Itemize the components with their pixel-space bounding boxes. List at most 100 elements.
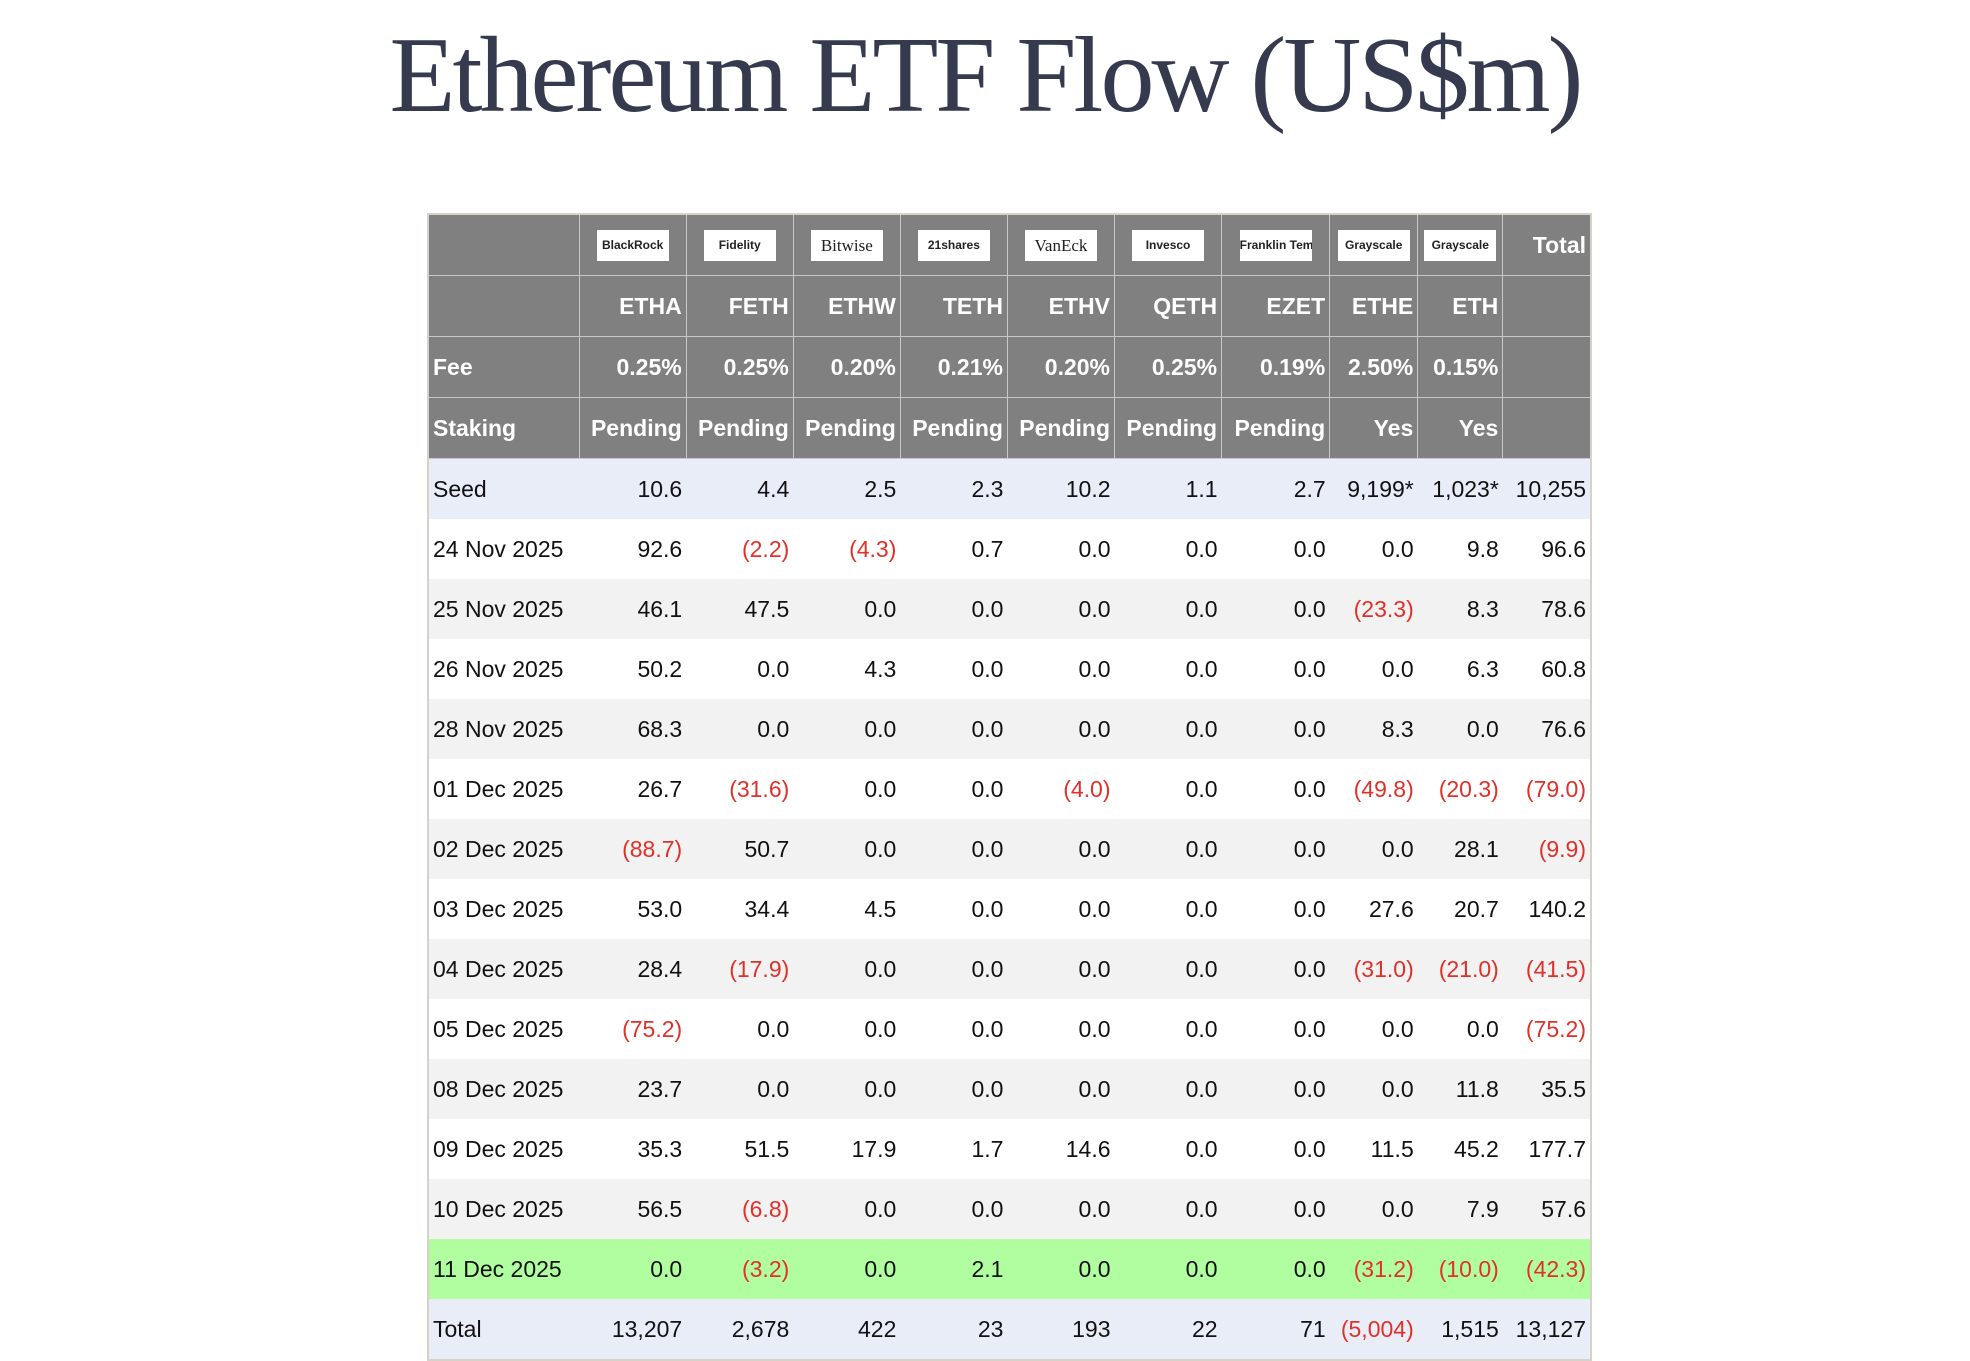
flow-cell: (75.2) <box>579 999 687 1059</box>
flow-cell: 0.0 <box>1007 579 1115 639</box>
row-label: 08 Dec 2025 <box>428 1059 580 1119</box>
flow-cell: (2.2) <box>686 519 794 579</box>
flow-cell: 0.0 <box>1007 1059 1115 1119</box>
issuer-logo-cell: VanEck <box>1006 213 1116 276</box>
row-label <box>427 275 580 337</box>
issuer-logo: Fidelity <box>703 229 776 261</box>
flow-cell: 0.0 <box>1221 1059 1330 1119</box>
flow-cell: 0.0 <box>1114 819 1222 879</box>
flow-cell: 0.0 <box>1007 699 1115 759</box>
flow-cell: 0.0 <box>1007 1239 1115 1299</box>
flow-cell: 71 <box>1221 1299 1330 1360</box>
flow-cell: 28.4 <box>579 939 687 999</box>
flow-cell: 0.0 <box>1329 819 1418 879</box>
flow-cell: 0.0 <box>900 699 1008 759</box>
staking-cell: Pending <box>1114 397 1223 459</box>
empty-header-cell <box>427 213 580 276</box>
flow-cell: 0.0 <box>579 1239 687 1299</box>
flow-cell: 20.7 <box>1417 879 1503 939</box>
table-row: 26 Nov 2025 50.2 0.0 4.3 0.0 0.0 0.0 0.0 0.0 6.3 6… <box>428 639 1591 699</box>
row-label: 01 Dec 2025 <box>428 759 580 819</box>
flow-cell: (31.2) <box>1329 1239 1418 1299</box>
ticker-cell: FETH <box>685 275 794 337</box>
ticker-cell: ETHE <box>1329 275 1419 337</box>
ticker-cell: ETHA <box>578 275 687 337</box>
flow-cell: 46.1 <box>579 579 687 639</box>
flow-cell: (21.0) <box>1417 939 1503 999</box>
flow-cell: 45.2 <box>1417 1119 1503 1179</box>
flow-cell: 0.0 <box>686 699 794 759</box>
row-label: 24 Nov 2025 <box>428 519 580 579</box>
row-label: 11 Dec 2025 <box>428 1239 580 1299</box>
row-label: 25 Nov 2025 <box>428 579 580 639</box>
row-total-cell: 78.6 <box>1502 579 1591 639</box>
flow-cell: 1.7 <box>900 1119 1008 1179</box>
flow-cell: 51.5 <box>686 1119 794 1179</box>
flow-cell: (20.3) <box>1417 759 1503 819</box>
table-row: 04 Dec 2025 28.4 (17.9) 0.0 0.0 0.0 0.0 0.0 (31.… <box>428 939 1591 999</box>
empty-header-cell <box>1502 275 1592 337</box>
flow-cell: 28.1 <box>1417 819 1503 879</box>
flow-cell: 0.0 <box>1221 639 1330 699</box>
flow-cell: 0.0 <box>793 699 901 759</box>
seed-row: Seed 10.6 4.4 2.5 2.3 10.2 1.1 2.7 9,199* 1,023* 1… <box>428 458 1591 519</box>
issuer-logo-cell: Bitwise <box>792 213 901 276</box>
table-row: 08 Dec 2025 23.7 0.0 0.0 0.0 0.0 0.0 0.0 0.0 11.8… <box>428 1059 1591 1119</box>
total-row: Total 13,207 2,678 422 23 193 22 71 (5,004) 1,515… <box>428 1299 1591 1360</box>
row-label: 28 Nov 2025 <box>428 699 580 759</box>
flow-cell: (17.9) <box>686 939 794 999</box>
table-row: 28 Nov 2025 68.3 0.0 0.0 0.0 0.0 0.0 0.0 8.3 0.0 7… <box>428 699 1591 759</box>
row-total-cell: 177.7 <box>1502 1119 1591 1179</box>
flow-cell: 0.0 <box>900 1179 1008 1239</box>
flow-cell: 0.0 <box>1221 1179 1330 1239</box>
flow-cell: 0.0 <box>1417 699 1503 759</box>
flow-cell: 35.3 <box>579 1119 687 1179</box>
fee-cell: 0.20% <box>1006 336 1116 398</box>
flow-cell: 422 <box>793 1299 901 1360</box>
flow-cell: 0.0 <box>686 999 794 1059</box>
flow-cell: 193 <box>1007 1299 1115 1360</box>
flow-cell: 0.0 <box>1114 1119 1222 1179</box>
row-total-cell: 140.2 <box>1502 879 1591 939</box>
flow-cell: 23.7 <box>579 1059 687 1119</box>
table-row: 02 Dec 2025 (88.7) 50.7 0.0 0.0 0.0 0.0 0.0 0.0 2… <box>428 819 1591 879</box>
flow-cell: 0.0 <box>1007 639 1115 699</box>
table-row: 10 Dec 2025 56.5 (6.8) 0.0 0.0 0.0 0.0 0.0 0.0 7.… <box>428 1179 1591 1239</box>
fee-cell: 0.19% <box>1221 336 1331 398</box>
flow-cell: 11.8 <box>1417 1059 1503 1119</box>
flow-cell: 0.0 <box>1114 759 1222 819</box>
flow-cell: 6.3 <box>1417 639 1503 699</box>
flow-cell: 10.2 <box>1007 458 1115 519</box>
ticker-cell: ETHW <box>792 275 901 337</box>
flow-cell: 0.0 <box>1114 879 1222 939</box>
flow-cell: 10.6 <box>579 458 687 519</box>
table-row: 25 Nov 2025 46.1 47.5 0.0 0.0 0.0 0.0 0.0 (23.3)… <box>428 579 1591 639</box>
flow-cell: 9.8 <box>1417 519 1503 579</box>
row-total-cell: 57.6 <box>1502 1179 1591 1239</box>
row-total-cell: 76.6 <box>1502 699 1591 759</box>
flow-cell: 17.9 <box>793 1119 901 1179</box>
flow-cell: 2.5 <box>793 458 901 519</box>
staking-cell: Yes <box>1329 397 1419 459</box>
flow-cell: 0.0 <box>1221 519 1330 579</box>
flow-cell: (3.2) <box>686 1239 794 1299</box>
row-total-cell: (79.0) <box>1502 759 1591 819</box>
staking-row: Staking Pending Pending Pending Pending Pendi… <box>427 397 1592 459</box>
flow-cell: 50.2 <box>579 639 687 699</box>
table-row: 05 Dec 2025 (75.2) 0.0 0.0 0.0 0.0 0.0 0.0 0.0 0.… <box>428 999 1591 1059</box>
flow-cell: 0.0 <box>1329 1179 1418 1239</box>
issuer-logo: Franklin Templeton <box>1239 229 1312 261</box>
flow-cell: 0.0 <box>1417 999 1503 1059</box>
flow-cell: 0.0 <box>1221 1119 1330 1179</box>
flow-cell: 0.0 <box>686 1059 794 1119</box>
row-label: 03 Dec 2025 <box>428 879 580 939</box>
flow-cell: 0.0 <box>1114 1059 1222 1119</box>
row-label: 05 Dec 2025 <box>428 999 580 1059</box>
issuer-logo-cell: BlackRock <box>578 213 687 276</box>
row-label: 04 Dec 2025 <box>428 939 580 999</box>
issuer-logo-cell: 21shares <box>899 213 1008 276</box>
ticker-cell: ETHV <box>1006 275 1116 337</box>
flow-cell: (23.3) <box>1329 579 1418 639</box>
issuer-logo: VanEck <box>1024 229 1097 261</box>
flow-cell: 0.0 <box>900 1059 1008 1119</box>
